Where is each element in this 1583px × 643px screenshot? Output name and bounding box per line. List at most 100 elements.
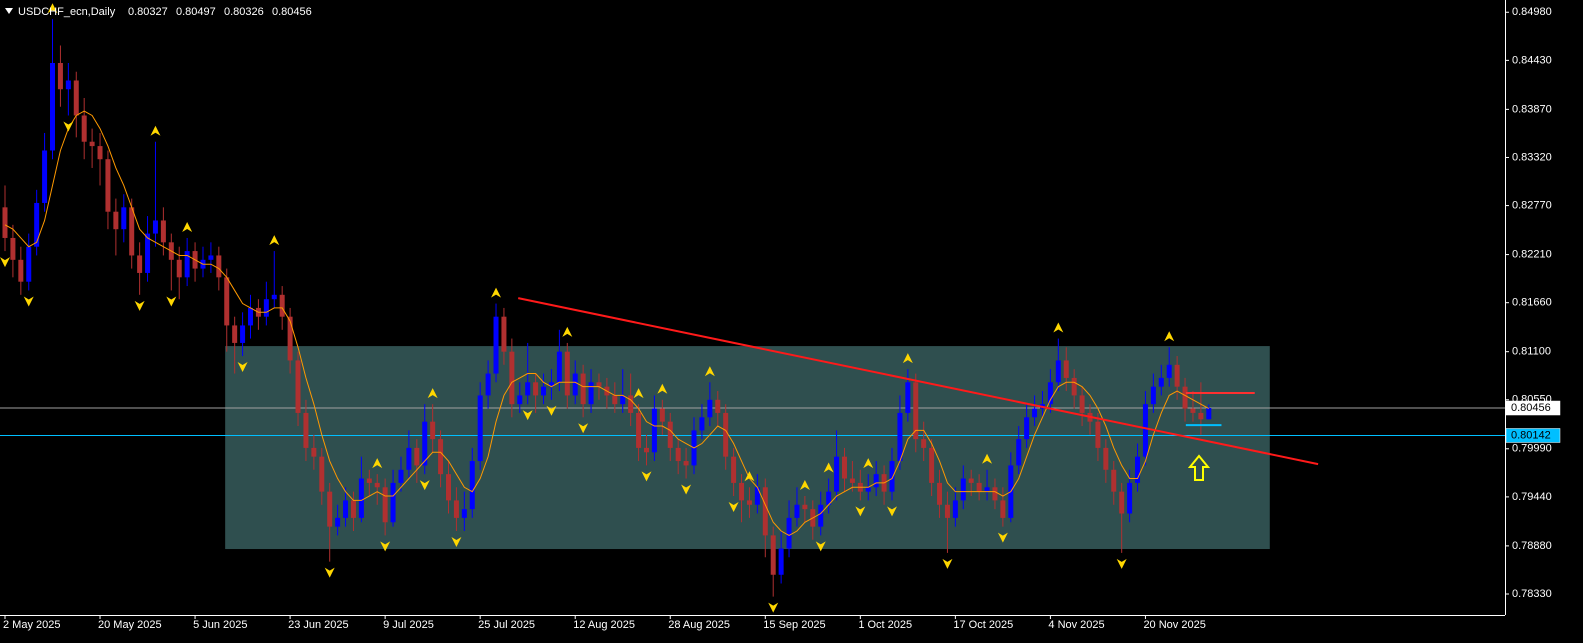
candle-body — [2, 207, 8, 238]
candle-body — [366, 478, 372, 483]
x-tick-label: 25 Jul 2025 — [478, 619, 535, 631]
x-tick-label: 5 Jun 2025 — [193, 619, 247, 631]
candle-body — [731, 456, 737, 483]
candle-body — [105, 159, 111, 212]
candle-body — [374, 482, 380, 488]
candle-body — [1016, 439, 1022, 466]
candle-body — [588, 382, 594, 405]
ohlc-open: 0.80327 — [128, 6, 168, 18]
fractal-down — [728, 502, 739, 513]
candle-body — [723, 412, 729, 457]
candle-body — [145, 233, 151, 273]
moving-average — [4, 110, 1210, 536]
candle-body — [152, 220, 158, 234]
candle-body — [477, 395, 483, 462]
fractal-down — [63, 121, 74, 132]
candle-body — [50, 62, 56, 151]
y-tick-label: 0.81100 — [1512, 346, 1551, 358]
candle-body — [1206, 408, 1212, 420]
candle-body — [865, 487, 871, 492]
candle-body — [160, 220, 166, 243]
candle-body — [1024, 417, 1030, 440]
candle-body — [944, 504, 950, 518]
candle-body — [1095, 421, 1101, 448]
candle-body — [461, 509, 467, 518]
y-tick-label: 0.78880 — [1512, 540, 1552, 552]
fractal-up — [902, 353, 913, 364]
candle-body — [390, 482, 396, 523]
fractal-down — [522, 410, 533, 421]
candle-body — [1047, 382, 1053, 405]
fractal-up — [799, 480, 810, 491]
x-tick-label: 28 Aug 2025 — [668, 619, 730, 631]
fractal-up — [823, 462, 834, 473]
ohlc-close: 0.80456 — [272, 6, 312, 18]
fractal-down — [768, 602, 779, 613]
candle-body — [453, 500, 459, 518]
trendline — [517, 297, 1319, 466]
x-tick-label: 1 Oct 2025 — [858, 619, 912, 631]
candle-body — [350, 500, 356, 518]
hline-label: 0.80142 — [1511, 429, 1551, 441]
candle-body — [794, 504, 800, 518]
fractal-up — [427, 388, 438, 399]
candle-body — [129, 207, 135, 256]
candle-body — [1119, 491, 1125, 514]
fractal-down — [997, 532, 1008, 543]
zone — [225, 346, 1270, 550]
candle-body — [34, 202, 40, 247]
candle-body — [984, 487, 990, 492]
fractal-up — [704, 366, 715, 377]
candle-body — [327, 491, 333, 527]
x-tick-label: 4 Nov 2025 — [1048, 619, 1104, 631]
candle-body — [263, 299, 269, 317]
candle-body — [699, 417, 705, 431]
fractal-down — [451, 537, 462, 548]
ohlc-high: 0.80497 — [176, 6, 216, 18]
fractal-down — [942, 558, 953, 569]
fractal-down — [887, 506, 898, 517]
x-tick-label: 15 Sep 2025 — [763, 619, 825, 631]
candle-body — [596, 382, 602, 387]
candle-body — [279, 294, 285, 317]
candle-body — [208, 255, 214, 260]
candle-body — [841, 456, 847, 479]
fractal-up — [982, 453, 993, 464]
candle-body — [675, 447, 681, 462]
last-price-label-box — [1505, 400, 1561, 416]
candle-body — [224, 277, 230, 326]
fractal-up — [150, 125, 161, 136]
candle-body — [628, 395, 634, 413]
candle-body — [414, 447, 420, 466]
candle-body — [398, 469, 404, 483]
candle-body — [952, 500, 958, 518]
candle-body — [525, 382, 531, 396]
candle-body — [667, 421, 673, 448]
menu-icon[interactable] — [5, 8, 13, 14]
fractal-up — [491, 287, 502, 298]
candle-body — [319, 456, 325, 492]
candle-body — [976, 482, 982, 492]
last-price-label: 0.80456 — [1511, 402, 1551, 414]
x-tick-label: 17 Oct 2025 — [953, 619, 1013, 631]
candle-body — [556, 351, 562, 383]
y-tick-label: 0.83320 — [1512, 151, 1552, 163]
candle-body — [1182, 386, 1188, 409]
candle-body — [1198, 412, 1204, 420]
candle-body — [121, 207, 127, 230]
candle-body — [826, 491, 832, 505]
candle-body — [81, 115, 87, 142]
fractal-up — [657, 383, 668, 394]
candle-body — [636, 412, 642, 448]
candle-body — [113, 211, 119, 230]
candle-body — [897, 412, 903, 462]
candle-body — [509, 351, 515, 405]
candle-body — [303, 412, 309, 448]
candle-body — [1158, 377, 1164, 387]
candle-body — [445, 474, 451, 501]
candle-body — [834, 456, 840, 492]
candle-body — [10, 237, 16, 260]
y-tick-label: 0.81660 — [1512, 297, 1552, 309]
y-tick-label: 0.83870 — [1512, 103, 1552, 115]
